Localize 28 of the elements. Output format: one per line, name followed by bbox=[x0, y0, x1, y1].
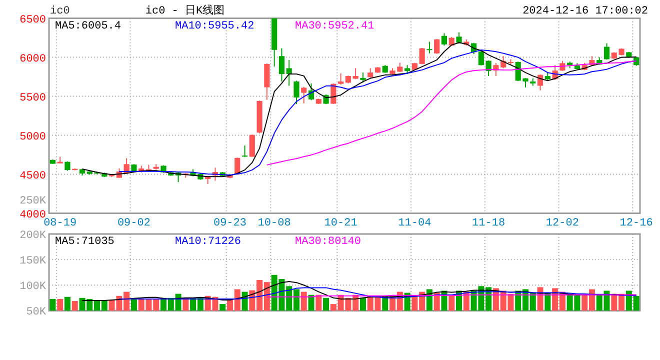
x-tick-label: 11-04 bbox=[398, 217, 432, 230]
text: MA5:6005.4 bbox=[55, 20, 122, 32]
y-tick-label: 6000 bbox=[20, 53, 46, 66]
y-tick-label: 4500 bbox=[20, 170, 46, 182]
text: MA5:71035 bbox=[55, 236, 114, 248]
y-tick-label: 5000 bbox=[20, 131, 46, 144]
x-tick-label: 12-02 bbox=[546, 217, 579, 230]
y-tick-label: 5500 bbox=[20, 92, 46, 104]
chart-title: ic0 - 日K线图 bbox=[145, 3, 225, 18]
x-tick-label: 10-21 bbox=[324, 217, 358, 230]
text: MA30:5952.41 bbox=[295, 20, 375, 32]
y-tick-label: 50K bbox=[26, 306, 46, 319]
text: MA10:71226 bbox=[175, 236, 242, 248]
y-tick-label: 200K bbox=[20, 230, 46, 242]
x-tick-label: 12-16 bbox=[620, 217, 653, 230]
x-tick-label: 11-18 bbox=[472, 217, 506, 230]
text: MA30:80140 bbox=[295, 236, 362, 248]
text: 250K bbox=[20, 195, 46, 208]
y-tick-label: 6500 bbox=[20, 14, 46, 26]
x-tick-label: 09-02 bbox=[117, 217, 150, 230]
text: MA10:5955.42 bbox=[175, 20, 254, 32]
chart-subtitle: 2024-12-16 17:00:02 bbox=[522, 5, 648, 18]
y-tick-label: 150K bbox=[20, 256, 46, 268]
x-tick-label: 10-08 bbox=[258, 217, 291, 230]
y-axis-title: ic0 bbox=[50, 5, 70, 18]
x-tick-label: 09-23 bbox=[213, 217, 246, 230]
x-tick-label: 08-19 bbox=[44, 217, 77, 230]
y-tick-label: 100K bbox=[20, 281, 46, 294]
